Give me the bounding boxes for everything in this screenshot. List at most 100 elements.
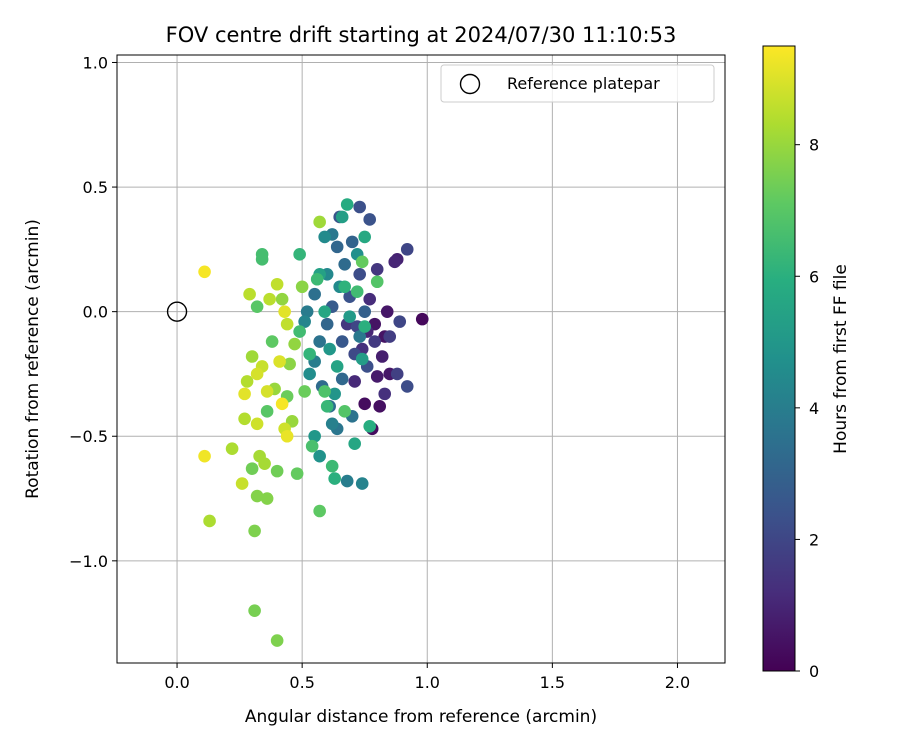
data-point bbox=[275, 292, 289, 306]
data-point bbox=[358, 397, 372, 411]
x-tick-label: 0.0 bbox=[164, 673, 189, 692]
data-point bbox=[393, 315, 407, 328]
y-tick-label: −0.5 bbox=[69, 427, 108, 446]
data-point bbox=[363, 213, 377, 226]
legend-label: Reference platepar bbox=[507, 74, 660, 93]
data-point bbox=[280, 317, 294, 331]
colorbar-tick-label: 6 bbox=[809, 267, 819, 286]
x-axis-ticks: 0.0 0.5 1.0 1.5 2.0 bbox=[164, 663, 690, 692]
reference-platepar-marker bbox=[166, 301, 188, 322]
data-point bbox=[298, 315, 311, 328]
x-axis-label: Angular distance from reference (arcmin) bbox=[245, 707, 597, 727]
data-point bbox=[305, 439, 319, 453]
data-point bbox=[295, 280, 309, 294]
data-point bbox=[318, 305, 331, 318]
colorbar-label: Hours from first FF file bbox=[831, 264, 851, 454]
chart-title: FOV centre drift starting at 2024/07/30 … bbox=[166, 23, 677, 47]
data-point bbox=[198, 449, 211, 463]
data-point bbox=[388, 255, 402, 269]
data-point bbox=[330, 360, 344, 373]
colorbar-tick-label: 0 bbox=[809, 662, 819, 681]
data-point bbox=[248, 524, 261, 538]
colorbar: 0 2 4 6 8 Hours from first FF file bbox=[762, 45, 851, 681]
data-point bbox=[270, 634, 284, 647]
data-point bbox=[370, 262, 384, 276]
data-point bbox=[250, 367, 264, 381]
legend-box bbox=[440, 64, 715, 103]
data-point bbox=[383, 330, 397, 343]
data-point bbox=[270, 277, 284, 291]
data-point bbox=[378, 387, 392, 401]
data-point bbox=[363, 292, 377, 306]
data-point bbox=[318, 385, 331, 398]
data-point bbox=[260, 492, 274, 505]
data-point bbox=[353, 267, 366, 281]
data-point bbox=[325, 417, 339, 431]
data-point bbox=[345, 235, 359, 249]
data-point bbox=[290, 467, 304, 480]
data-point bbox=[390, 367, 404, 381]
legend-marker-icon bbox=[459, 73, 481, 95]
data-point bbox=[250, 417, 264, 431]
data-point bbox=[350, 285, 364, 299]
colorbar-ticks: 0 2 4 6 8 bbox=[795, 136, 819, 681]
data-point bbox=[323, 342, 336, 356]
data-point bbox=[340, 198, 354, 211]
data-point bbox=[303, 347, 316, 361]
data-point bbox=[373, 400, 387, 413]
x-tick-label: 2.0 bbox=[665, 673, 690, 692]
data-point bbox=[308, 287, 321, 301]
data-point bbox=[313, 215, 326, 229]
data-point bbox=[293, 248, 306, 261]
data-point bbox=[270, 464, 284, 478]
data-point bbox=[283, 357, 296, 371]
x-tick-label: 0.5 bbox=[289, 673, 314, 692]
y-axis-label: Rotation from reference (arcmin) bbox=[23, 219, 43, 499]
data-point bbox=[363, 419, 377, 433]
data-points bbox=[198, 198, 429, 647]
colorbar-tick-label: 2 bbox=[809, 530, 819, 549]
plot-background bbox=[117, 55, 725, 663]
data-point bbox=[335, 210, 349, 224]
data-point bbox=[203, 514, 216, 528]
data-point bbox=[358, 305, 372, 318]
data-point bbox=[340, 474, 354, 488]
data-point bbox=[353, 200, 366, 214]
x-tick-label: 1.5 bbox=[540, 673, 565, 692]
y-tick-label: 0.0 bbox=[83, 303, 108, 322]
data-point bbox=[238, 387, 251, 401]
data-point bbox=[335, 372, 349, 386]
data-point bbox=[348, 375, 361, 388]
data-point bbox=[348, 437, 361, 451]
data-point bbox=[400, 243, 414, 256]
data-point bbox=[258, 457, 271, 470]
data-point bbox=[250, 489, 264, 503]
data-point bbox=[303, 367, 316, 381]
data-point bbox=[280, 429, 294, 443]
data-point bbox=[225, 442, 239, 456]
data-point bbox=[313, 449, 326, 463]
x-tick-label: 1.0 bbox=[415, 673, 440, 692]
data-point bbox=[240, 375, 254, 388]
data-point bbox=[328, 387, 341, 401]
data-point bbox=[335, 335, 349, 348]
data-point bbox=[260, 385, 274, 398]
data-point bbox=[330, 240, 344, 254]
data-point bbox=[355, 352, 369, 366]
data-point bbox=[358, 230, 372, 244]
data-point bbox=[355, 477, 369, 490]
data-point bbox=[273, 355, 286, 368]
data-point bbox=[375, 350, 389, 363]
data-point bbox=[368, 335, 382, 348]
data-point bbox=[293, 325, 306, 338]
data-point bbox=[313, 504, 326, 518]
y-axis-ticks: −1.0 −0.5 0.0 0.5 1.0 bbox=[69, 53, 117, 571]
data-point bbox=[248, 604, 261, 617]
data-point bbox=[415, 312, 429, 326]
data-point bbox=[308, 429, 321, 443]
data-point bbox=[250, 300, 264, 313]
data-point bbox=[260, 405, 274, 418]
data-point bbox=[298, 385, 311, 398]
data-point bbox=[300, 305, 314, 318]
